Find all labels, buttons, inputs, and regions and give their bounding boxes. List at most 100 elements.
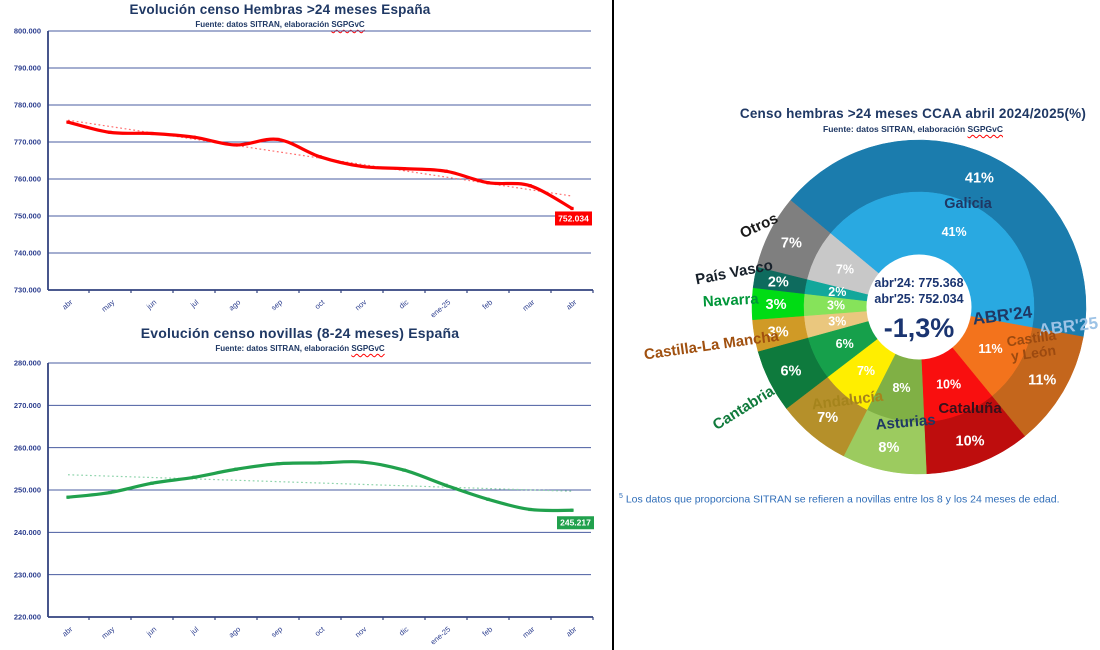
y-tick-label-novillas: 250.000 <box>14 486 41 495</box>
region-label-castilla_y_leon-line2: y León <box>1010 342 1057 364</box>
y-tick-label-novillas: 260.000 <box>14 443 41 452</box>
donut-source-flagged-word: SGPGvC <box>967 124 1003 134</box>
y-tick-label-novillas: 230.000 <box>14 570 41 579</box>
data-marker-novillas <box>570 508 574 512</box>
x-tick-label-hembras: abr <box>564 297 578 311</box>
x-tick-label-hembras: ene-25 <box>429 298 453 320</box>
donut-pct-outer-otros: 7% <box>781 235 802 251</box>
x-tick-label-hembras: mar <box>521 297 537 313</box>
end-label-box-novillas <box>557 516 594 530</box>
data-marker-novillas <box>150 481 154 485</box>
donut-pct-inner-castilla_la_mancha: 3% <box>828 314 846 328</box>
donut-chart-canvas: 41%41%11%11%10%10%8%8%7%7%6%6%3%3%3% 3%2%… <box>643 139 1099 475</box>
data-marker-hembras <box>528 184 532 188</box>
donut-chart-subtitle: Fuente: datos SITRAN, elaboración SGPGvC <box>703 124 1100 134</box>
data-marker-novillas <box>444 483 448 487</box>
y-tick-label-hembras: 770.000 <box>14 138 41 147</box>
region-label-galicia: Galicia <box>944 196 992 212</box>
data-marker-novillas <box>234 467 238 471</box>
center-variation-pct: -1,3% <box>884 313 955 343</box>
x-tick-label-novillas: dic <box>397 624 410 637</box>
line-charts-panel: Evolución censo Hembras >24 meses España… <box>0 2 600 647</box>
y-tick-label-hembras: 760.000 <box>14 175 41 184</box>
hembras-chart-title: Evolución censo Hembras >24 meses España <box>129 2 431 17</box>
x-tick-label-hembras: jul <box>188 297 201 310</box>
region-label-cantabria: Cantabria <box>710 382 778 433</box>
novillas-source-flagged-word: SGPGvC <box>351 344 385 353</box>
data-marker-hembras <box>360 164 364 169</box>
panel-divider <box>612 0 614 650</box>
y-tick-label-novillas: 280.000 <box>14 359 41 368</box>
hembras-source-text: Fuente: datos SITRAN, elaboración <box>195 20 332 29</box>
data-marker-hembras <box>570 206 574 211</box>
data-marker-novillas <box>318 461 322 465</box>
center-abr24-value: abr'24: 775.368 <box>874 276 963 290</box>
donut-pct-outer-andalucia: 7% <box>817 410 838 426</box>
novillas-source-text: Fuente: datos SITRAN, elaboración <box>215 344 352 353</box>
donut-pct-outer-navarra: 3% <box>766 297 787 313</box>
data-marker-novillas <box>276 462 280 466</box>
region-label-castilla_y_leon-line1: Castilla <box>1006 327 1058 350</box>
data-marker-hembras <box>150 131 154 136</box>
donut-pct-inner-asturias: 8% <box>892 381 910 395</box>
hembras-source-flagged-word: SGPGvC <box>331 20 365 29</box>
novillas-chart-subtitle: Fuente: datos SITRAN, elaboración SGPGvC <box>0 344 600 353</box>
x-tick-label-novillas: mar <box>521 624 537 640</box>
x-tick-label-hembras: may <box>100 297 117 313</box>
donut-pct-outer-asturias: 8% <box>878 440 899 456</box>
data-marker-hembras <box>444 169 448 173</box>
end-label-box-hembras <box>555 211 592 226</box>
line-charts-canvas: 800.000 790.000 780.000 770.000 760.000 750.0… <box>14 27 594 647</box>
donut-hole <box>866 254 972 360</box>
donut-pct-inner-galicia: 41% <box>942 225 967 239</box>
donut-pct-inner-otros: 7% <box>836 263 854 277</box>
donut-pct-outer-galicia: 41% <box>965 170 994 186</box>
data-marker-novillas <box>108 490 112 495</box>
x-tick-label-novillas: nov <box>353 624 368 639</box>
footnote: 5 Los datos que proporciona SITRAN se re… <box>619 493 1089 506</box>
end-label-hembras: 752.034 <box>558 213 589 223</box>
donut-pct-inner-cantabria: 6% <box>836 337 854 351</box>
y-tick-label-novillas: 220.000 <box>14 613 41 622</box>
trendline-novillas <box>67 474 573 492</box>
x-tick-label-novillas: feb <box>481 625 495 639</box>
donut-chart-panel: Censo hembras >24 meses CCAA abril 2024/… <box>615 0 1100 650</box>
region-label-asturias: Asturias <box>875 411 936 433</box>
footnote-superscript: 5 <box>619 493 623 500</box>
y-tick-label-novillas: 270.000 <box>14 401 41 410</box>
end-label-novillas: 245.217 <box>560 518 591 528</box>
series-line-hembras <box>66 120 574 211</box>
x-tick-label-novillas: ago <box>227 625 242 640</box>
x-tick-label-hembras: feb <box>481 298 495 312</box>
data-marker-novillas <box>66 495 70 499</box>
data-marker-hembras <box>108 130 112 134</box>
donut-pct-inner-navarra: 3% <box>827 298 845 312</box>
data-marker-hembras <box>486 181 490 185</box>
x-tick-label-novillas: jul <box>188 624 201 637</box>
data-marker-hembras <box>192 135 196 139</box>
x-tick-label-hembras: nov <box>353 297 368 312</box>
x-tick-label-hembras: oct <box>313 297 327 311</box>
data-marker-hembras <box>402 167 406 171</box>
donut-chart-title: Censo hembras >24 meses CCAA abril 2024/… <box>739 106 1087 121</box>
data-marker-hembras <box>318 155 322 159</box>
y-tick-label-hembras: 800.000 <box>14 27 41 36</box>
y-tick-label-hembras: 740.000 <box>14 249 41 258</box>
data-marker-hembras <box>234 143 238 147</box>
y-tick-label-hembras: 730.000 <box>14 286 41 295</box>
y-tick-label-hembras: 750.000 <box>14 212 41 221</box>
footnote-text: Los datos que proporciona SITRAN se refi… <box>622 493 1060 506</box>
novillas-chart-title: Evolución censo novillas (8-24 meses) Es… <box>140 325 460 341</box>
donut-pct-outer-pais_vasco: 2% <box>768 274 789 290</box>
y-tick-label-novillas: 240.000 <box>14 528 41 537</box>
series-line-novillas <box>66 460 574 513</box>
data-marker-novillas <box>486 497 490 501</box>
x-tick-label-novillas: abr <box>564 624 578 638</box>
donut-pct-outer-cantabria: 6% <box>780 364 801 380</box>
x-tick-label-hembras: abr <box>60 297 74 311</box>
x-tick-label-novillas: may <box>100 624 117 640</box>
x-tick-label-hembras: sep <box>269 298 284 313</box>
x-tick-label-hembras: jun <box>144 298 158 312</box>
donut-pct-inner-cataluna: 10% <box>936 378 961 392</box>
